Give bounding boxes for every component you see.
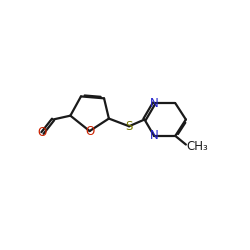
- Text: O: O: [38, 126, 47, 140]
- Text: S: S: [126, 120, 133, 133]
- Text: CH₃: CH₃: [187, 140, 208, 153]
- Text: O: O: [85, 124, 94, 138]
- Text: N: N: [150, 130, 158, 142]
- Text: N: N: [150, 97, 158, 110]
